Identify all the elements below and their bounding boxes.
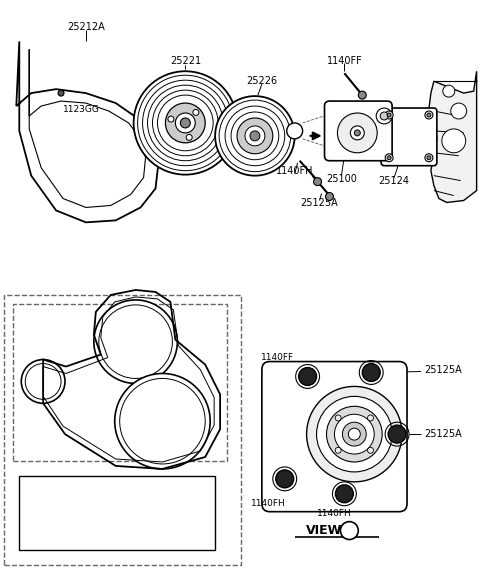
Text: AN: AN — [34, 376, 52, 386]
Circle shape — [307, 386, 402, 482]
Text: 25125A: 25125A — [300, 198, 338, 209]
Circle shape — [326, 406, 382, 462]
Text: 1140FF: 1140FF — [261, 353, 294, 362]
Circle shape — [340, 522, 358, 540]
Text: WP: WP — [124, 335, 147, 348]
Circle shape — [451, 103, 467, 119]
Text: 25212A: 25212A — [67, 22, 105, 31]
Circle shape — [168, 116, 174, 122]
Circle shape — [388, 425, 406, 443]
Circle shape — [368, 415, 373, 421]
Text: 25124: 25124 — [379, 176, 409, 186]
Circle shape — [425, 154, 433, 162]
Circle shape — [387, 156, 391, 160]
Text: 25100: 25100 — [326, 174, 357, 184]
Circle shape — [325, 193, 334, 201]
Circle shape — [115, 373, 210, 469]
Text: 1140FH: 1140FH — [276, 166, 313, 176]
Circle shape — [336, 485, 353, 503]
Text: 25221: 25221 — [170, 56, 201, 66]
Circle shape — [337, 113, 377, 153]
Circle shape — [193, 109, 199, 115]
Circle shape — [166, 103, 205, 143]
Circle shape — [133, 71, 237, 174]
Circle shape — [354, 130, 360, 136]
Text: WATER PUMP: WATER PUMP — [111, 508, 170, 518]
FancyBboxPatch shape — [13, 304, 227, 461]
Text: A: A — [292, 127, 298, 136]
Text: AN: AN — [33, 484, 48, 493]
Circle shape — [380, 112, 388, 120]
Circle shape — [245, 126, 265, 146]
Circle shape — [425, 111, 433, 119]
Circle shape — [175, 113, 195, 133]
Circle shape — [443, 85, 455, 97]
Circle shape — [215, 96, 295, 176]
FancyBboxPatch shape — [4, 295, 241, 565]
Circle shape — [287, 123, 302, 139]
Circle shape — [58, 90, 64, 96]
Circle shape — [358, 91, 366, 99]
Text: ALTERNATOR: ALTERNATOR — [112, 484, 169, 493]
Circle shape — [342, 422, 366, 446]
Text: 25226: 25226 — [246, 76, 277, 86]
Circle shape — [335, 414, 374, 454]
Circle shape — [362, 364, 380, 381]
Circle shape — [313, 178, 322, 186]
Polygon shape — [429, 71, 477, 202]
Circle shape — [387, 113, 391, 117]
Text: CS: CS — [153, 415, 172, 428]
FancyBboxPatch shape — [381, 108, 437, 166]
Polygon shape — [16, 42, 158, 222]
Text: CS: CS — [34, 534, 47, 543]
Circle shape — [250, 131, 260, 141]
Circle shape — [335, 447, 341, 453]
Circle shape — [335, 415, 341, 421]
Circle shape — [350, 126, 364, 140]
Circle shape — [385, 111, 393, 119]
Circle shape — [180, 118, 190, 128]
Circle shape — [427, 113, 431, 117]
Circle shape — [316, 396, 392, 472]
FancyBboxPatch shape — [262, 361, 407, 512]
Circle shape — [94, 300, 178, 384]
Circle shape — [385, 154, 393, 162]
Circle shape — [21, 360, 65, 404]
Circle shape — [299, 368, 316, 385]
Circle shape — [276, 470, 294, 488]
Text: 1140FF: 1140FF — [326, 56, 362, 66]
Circle shape — [186, 135, 192, 140]
Circle shape — [237, 118, 273, 154]
Text: CRANKSHAFT: CRANKSHAFT — [111, 534, 170, 543]
Text: A: A — [346, 526, 353, 536]
Text: 1140FH: 1140FH — [251, 499, 285, 508]
Text: 1140FH: 1140FH — [317, 509, 352, 518]
Text: WP: WP — [32, 508, 48, 518]
FancyBboxPatch shape — [324, 101, 392, 161]
Circle shape — [348, 428, 360, 440]
Circle shape — [376, 108, 392, 124]
FancyBboxPatch shape — [19, 476, 215, 551]
Circle shape — [368, 447, 373, 453]
Text: 1123GG: 1123GG — [63, 104, 100, 113]
Text: 25125A: 25125A — [424, 429, 462, 439]
Circle shape — [442, 129, 466, 153]
Text: 25125A: 25125A — [424, 364, 462, 374]
Text: VIEW: VIEW — [306, 524, 343, 537]
Circle shape — [427, 156, 431, 160]
